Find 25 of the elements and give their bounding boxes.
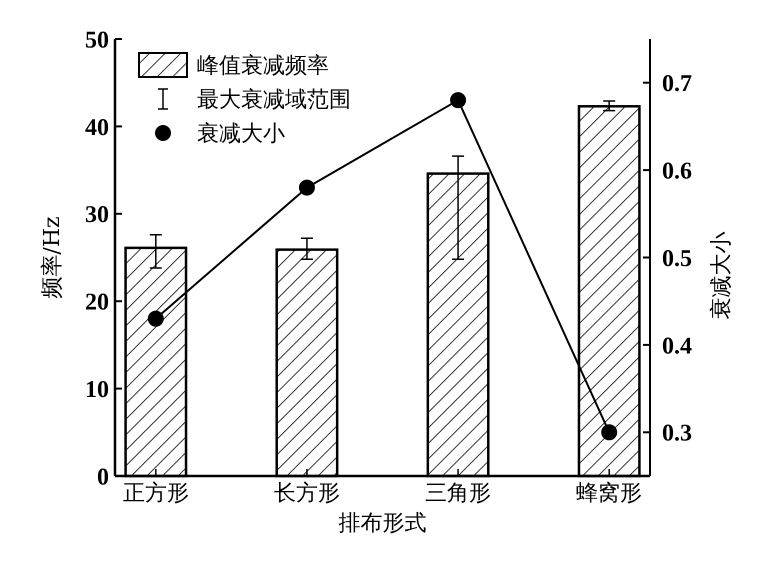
y2-axis-title: 衰减大小	[709, 232, 734, 320]
y-tick-label: 10	[85, 377, 109, 403]
y-tick-label: 40	[85, 114, 109, 141]
y-tick-label: 30	[85, 202, 109, 228]
x-tick-label: 正方形	[122, 481, 189, 506]
y-axis-title: 频率/Hz	[40, 216, 65, 299]
y-tick-label: 0	[97, 464, 109, 490]
point	[148, 310, 164, 327]
point	[450, 92, 466, 108]
y2-tick-label: 0.4	[662, 333, 692, 360]
y2-tick-label: 0.5	[662, 246, 692, 272]
point	[298, 180, 315, 196]
x-tick-label: 蜂窝形	[576, 481, 642, 506]
y-tick-label: 20	[85, 290, 109, 316]
x-tick-label: 长方形	[274, 481, 340, 506]
annotation: 最大衰减域范围	[197, 88, 351, 113]
point	[601, 424, 618, 440]
y-tick-label: 50	[85, 27, 109, 54]
x-tick-label: 三角形	[425, 481, 492, 506]
y2-tick-label: 0.3	[662, 420, 692, 447]
y2-tick-label: 0.6	[662, 158, 692, 184]
y2-tick-label: 0.7	[662, 71, 692, 98]
legend-label: 衰减大小	[197, 122, 285, 147]
legend-label: 峰值衰减频率	[197, 54, 329, 79]
x-axis-title: 排布形式	[338, 511, 426, 536]
